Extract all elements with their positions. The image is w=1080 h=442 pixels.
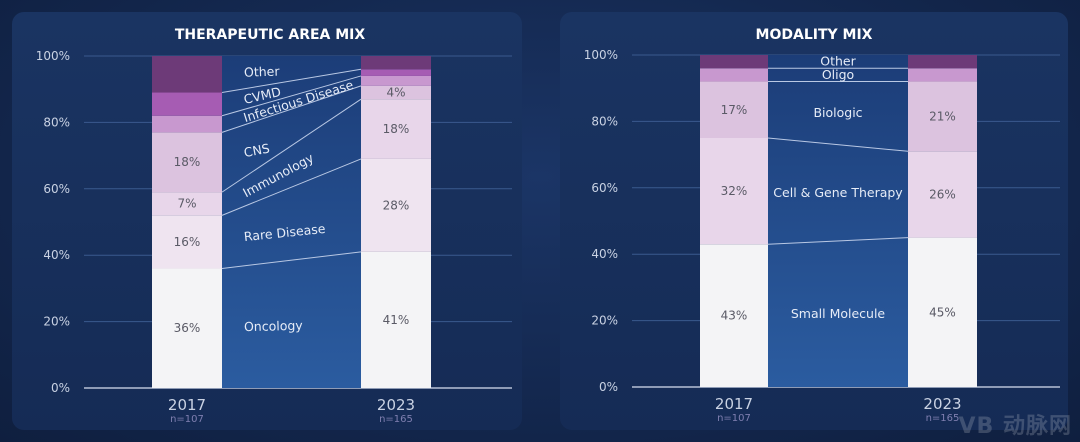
bar-segment-immunology-2017	[152, 192, 222, 216]
y-tick-label: 80%	[591, 114, 618, 128]
bar-segment-oligo-2017	[700, 68, 768, 82]
y-tick-label: 40%	[43, 248, 70, 262]
data-label: 28%	[383, 198, 410, 212]
y-tick-label: 100%	[36, 49, 70, 63]
bar-segment-infectious-disease-2017	[152, 115, 222, 133]
connector-line	[221, 251, 362, 269]
x-category-label: 2023	[923, 395, 961, 413]
bar-segment-cell-gene-therapy-2017	[700, 138, 768, 245]
bar-segment-other-2023	[361, 56, 431, 70]
watermark-logo: VB 动脉网	[958, 414, 1072, 439]
y-tick-label: 0%	[599, 380, 618, 394]
modality-panel: MODALITY MIX 0% 20% 40% 60% 80% 100% 43% 45% 32% 2…	[560, 12, 1068, 430]
data-label: 18%	[383, 122, 410, 136]
category-label-small-molecule: Small Molecule	[791, 306, 886, 321]
bar-segment-other-2017	[152, 56, 222, 93]
data-label: 21%	[929, 109, 956, 123]
modality-chart: MODALITY MIX 0% 20% 40% 60% 80% 100% 43% 45% 32% 2…	[584, 27, 1060, 424]
data-label: 4%	[386, 86, 405, 100]
y-tick-label: 60%	[591, 181, 618, 195]
chart-title: THERAPEUTIC AREA MIX	[175, 27, 366, 43]
bar-segment-immunology-2023	[361, 99, 431, 159]
bar-segment-oligo-2023	[908, 68, 977, 82]
bar-segment-other-2017	[700, 55, 768, 69]
data-label: 36%	[174, 321, 201, 335]
category-label-oncology: Oncology	[244, 318, 304, 334]
data-label: 45%	[929, 305, 956, 319]
x-category-label: 2017	[715, 395, 753, 413]
data-label: 18%	[174, 155, 201, 169]
bar-segment-biologic-2023	[908, 81, 977, 152]
therapeutic-area-panel: THERAPEUTIC AREA MIX 0% 20% 40% 60% 80% 100% 36…	[12, 12, 522, 430]
bar-segment-small-molecule-2023	[908, 237, 977, 387]
connector-line	[767, 237, 909, 245]
connector-line	[221, 85, 362, 133]
category-label-other: Other	[820, 54, 856, 69]
y-tick-label: 100%	[584, 48, 618, 62]
bar-segment-small-molecule-2017	[700, 244, 768, 387]
category-label-cns: CNS	[243, 141, 271, 161]
connector-line	[221, 158, 362, 216]
data-label: 41%	[383, 313, 410, 327]
connector-band	[222, 56, 361, 388]
category-label-oligo: Oligo	[822, 67, 854, 82]
bar-segment-infectious-disease-2023	[361, 75, 431, 86]
sample-size-label: n=107	[170, 414, 204, 425]
bar-segment-other-2023	[908, 55, 977, 69]
therapeutic-area-chart: THERAPEUTIC AREA MIX 0% 20% 40% 60% 80% 100% 36…	[36, 27, 512, 425]
bar-segment-cns-2023	[361, 85, 431, 100]
y-tick-label: 40%	[591, 247, 618, 261]
category-label-biologic: Biologic	[813, 105, 862, 120]
bar-segment-oncology-2023	[361, 251, 431, 388]
y-tick-label: 80%	[43, 115, 70, 129]
data-label: 7%	[177, 197, 196, 211]
bar-segment-biologic-2017	[700, 81, 768, 138]
category-label-other: Other	[244, 64, 281, 80]
x-category-label: 2017	[168, 396, 206, 414]
sample-size-label: n=165	[926, 413, 960, 424]
connector-line	[221, 75, 362, 117]
category-label-cell-gene-therapy: Cell & Gene Therapy	[773, 185, 903, 200]
connector-line	[767, 137, 909, 152]
chart-title: MODALITY MIX	[756, 27, 873, 43]
bar-segment-cns-2017	[152, 132, 222, 193]
data-label: 32%	[721, 184, 748, 198]
y-tick-label: 20%	[43, 315, 70, 329]
bar-segment-cvmd-2023	[361, 69, 431, 76]
data-label: 17%	[721, 103, 748, 117]
sample-size-label: n=165	[379, 414, 413, 425]
bar-segment-rare-disease-2023	[361, 158, 431, 252]
sample-size-label: n=107	[717, 413, 751, 424]
x-category-label: 2023	[377, 396, 415, 414]
y-tick-label: 0%	[51, 381, 70, 395]
connector-band	[768, 55, 908, 387]
bar-segment-cvmd-2017	[152, 92, 222, 116]
data-label: 16%	[174, 235, 201, 249]
bar-segment-oncology-2017	[152, 268, 222, 388]
connector-line	[221, 68, 362, 94]
y-tick-label: 60%	[43, 182, 70, 196]
bar-segment-cell-gene-therapy-2023	[908, 151, 977, 238]
data-label: 43%	[721, 309, 748, 323]
connector-line	[221, 98, 362, 193]
bar-segment-rare-disease-2017	[152, 215, 222, 269]
y-tick-label: 20%	[591, 314, 618, 328]
data-label: 26%	[929, 187, 956, 201]
